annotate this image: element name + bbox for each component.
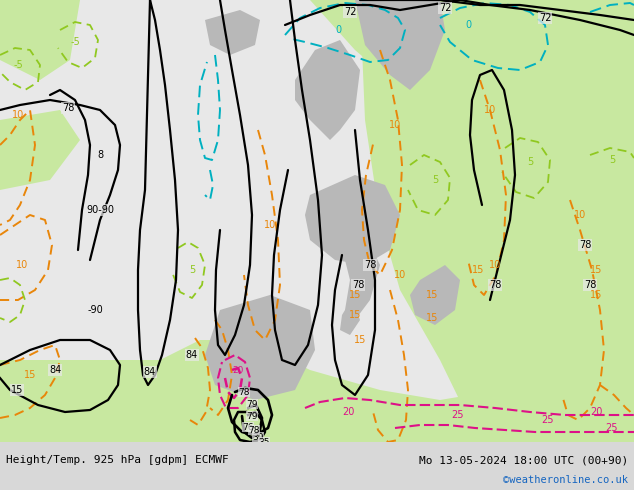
Text: 15: 15 — [24, 370, 36, 380]
Text: 15: 15 — [426, 290, 438, 300]
Text: 78: 78 — [364, 260, 376, 270]
Text: 20: 20 — [342, 407, 354, 417]
Text: 15: 15 — [590, 265, 602, 275]
Text: 10: 10 — [264, 220, 276, 230]
Text: 20: 20 — [590, 407, 602, 417]
Polygon shape — [0, 340, 634, 442]
Text: Mo 13-05-2024 18:00 UTC (00+90): Mo 13-05-2024 18:00 UTC (00+90) — [418, 455, 628, 465]
Text: 10: 10 — [484, 105, 496, 115]
Text: 72: 72 — [539, 13, 551, 23]
Text: 5: 5 — [609, 155, 615, 165]
Polygon shape — [340, 305, 360, 335]
Text: 78: 78 — [249, 425, 260, 435]
Text: 79: 79 — [246, 412, 258, 420]
Text: 15: 15 — [354, 335, 366, 345]
Polygon shape — [295, 40, 360, 140]
Text: -90: -90 — [87, 305, 103, 315]
Text: 10: 10 — [389, 120, 401, 130]
Text: 76: 76 — [242, 422, 254, 432]
Text: 79: 79 — [246, 399, 258, 409]
Text: 78: 78 — [584, 280, 596, 290]
Text: -5: -5 — [70, 37, 80, 47]
Text: 25: 25 — [541, 415, 554, 425]
Text: 78: 78 — [489, 280, 501, 290]
Text: 25: 25 — [452, 410, 464, 420]
Text: 10: 10 — [489, 260, 501, 270]
Text: 84: 84 — [186, 350, 198, 360]
Text: 10: 10 — [16, 260, 28, 270]
Text: 5: 5 — [432, 175, 438, 185]
Text: 15: 15 — [349, 290, 361, 300]
Text: -5: -5 — [13, 60, 23, 70]
Text: 72: 72 — [344, 7, 356, 17]
Text: 10: 10 — [394, 270, 406, 280]
Text: 84: 84 — [144, 367, 156, 377]
Polygon shape — [0, 0, 80, 80]
Text: 15: 15 — [11, 385, 23, 395]
Text: 30: 30 — [252, 433, 264, 441]
Polygon shape — [355, 0, 445, 90]
Polygon shape — [345, 245, 380, 320]
Polygon shape — [410, 265, 460, 325]
Text: ©weatheronline.co.uk: ©weatheronline.co.uk — [503, 475, 628, 485]
Text: 20: 20 — [232, 366, 243, 374]
Text: 25: 25 — [605, 423, 618, 433]
Text: 78: 78 — [352, 280, 364, 290]
Text: 72: 72 — [439, 3, 451, 13]
Text: 15: 15 — [590, 290, 602, 300]
Text: 0: 0 — [465, 20, 471, 30]
Text: 78: 78 — [61, 103, 74, 113]
Text: 35: 35 — [258, 438, 269, 446]
Text: 10: 10 — [12, 110, 24, 120]
Text: 15: 15 — [349, 310, 361, 320]
Text: 84: 84 — [49, 365, 61, 375]
Text: 90-90: 90-90 — [86, 205, 114, 215]
Polygon shape — [205, 10, 260, 55]
Text: 78: 78 — [238, 388, 250, 396]
Text: Height/Temp. 925 hPa [gdpm] ECMWF: Height/Temp. 925 hPa [gdpm] ECMWF — [6, 455, 229, 465]
Polygon shape — [360, 0, 634, 442]
Text: 8: 8 — [97, 150, 103, 160]
Text: 5: 5 — [527, 157, 533, 167]
Text: 0: 0 — [335, 25, 341, 35]
Polygon shape — [0, 110, 80, 190]
Text: 78: 78 — [579, 240, 591, 250]
Polygon shape — [310, 0, 480, 100]
Text: 15: 15 — [426, 313, 438, 323]
Text: 15: 15 — [472, 265, 484, 275]
Polygon shape — [305, 175, 400, 265]
Text: 10: 10 — [574, 210, 586, 220]
Polygon shape — [205, 295, 315, 400]
Text: 5: 5 — [189, 265, 195, 275]
